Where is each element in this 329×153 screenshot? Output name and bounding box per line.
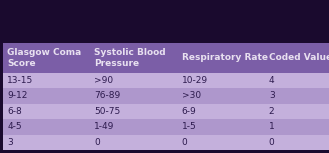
Bar: [90, 104, 178, 119]
Text: >90: >90: [94, 76, 114, 85]
Text: 0: 0: [182, 138, 187, 147]
Text: 1-5: 1-5: [182, 122, 196, 131]
Text: 0: 0: [94, 138, 100, 147]
Bar: [90, 119, 178, 134]
Bar: [265, 104, 329, 119]
Text: 50-75: 50-75: [94, 107, 121, 116]
Bar: [265, 43, 329, 73]
Bar: [178, 104, 265, 119]
Text: 13-15: 13-15: [7, 76, 34, 85]
Bar: [90, 73, 178, 88]
Text: 9-12: 9-12: [7, 91, 28, 101]
Bar: [3, 104, 90, 119]
Bar: [265, 134, 329, 150]
Text: 4-5: 4-5: [7, 122, 22, 131]
Text: 1-49: 1-49: [94, 122, 115, 131]
Bar: [178, 73, 265, 88]
Text: >30: >30: [182, 91, 201, 101]
Text: 76-89: 76-89: [94, 91, 121, 101]
Text: 4: 4: [269, 76, 274, 85]
Text: Respiratory Rate: Respiratory Rate: [182, 53, 267, 62]
Bar: [178, 88, 265, 104]
Text: Coded Value: Coded Value: [269, 53, 329, 62]
Text: 6-8: 6-8: [7, 107, 22, 116]
Text: 3: 3: [269, 91, 274, 101]
Bar: [3, 73, 90, 88]
Text: 1: 1: [269, 122, 274, 131]
Text: 2: 2: [269, 107, 274, 116]
Bar: [178, 134, 265, 150]
Bar: [265, 88, 329, 104]
Text: 0: 0: [269, 138, 274, 147]
Bar: [3, 88, 90, 104]
Bar: [265, 73, 329, 88]
Bar: [265, 119, 329, 134]
Text: 3: 3: [7, 138, 13, 147]
Text: Glasgow Coma
Score: Glasgow Coma Score: [7, 48, 82, 68]
Bar: [178, 119, 265, 134]
Bar: [178, 43, 265, 73]
Text: 6-9: 6-9: [182, 107, 196, 116]
Text: Systolic Blood
Pressure: Systolic Blood Pressure: [94, 48, 166, 68]
Bar: [90, 134, 178, 150]
Text: 10-29: 10-29: [182, 76, 208, 85]
Bar: [90, 43, 178, 73]
Bar: [3, 134, 90, 150]
Bar: [3, 119, 90, 134]
Bar: [90, 88, 178, 104]
Bar: [3, 43, 90, 73]
